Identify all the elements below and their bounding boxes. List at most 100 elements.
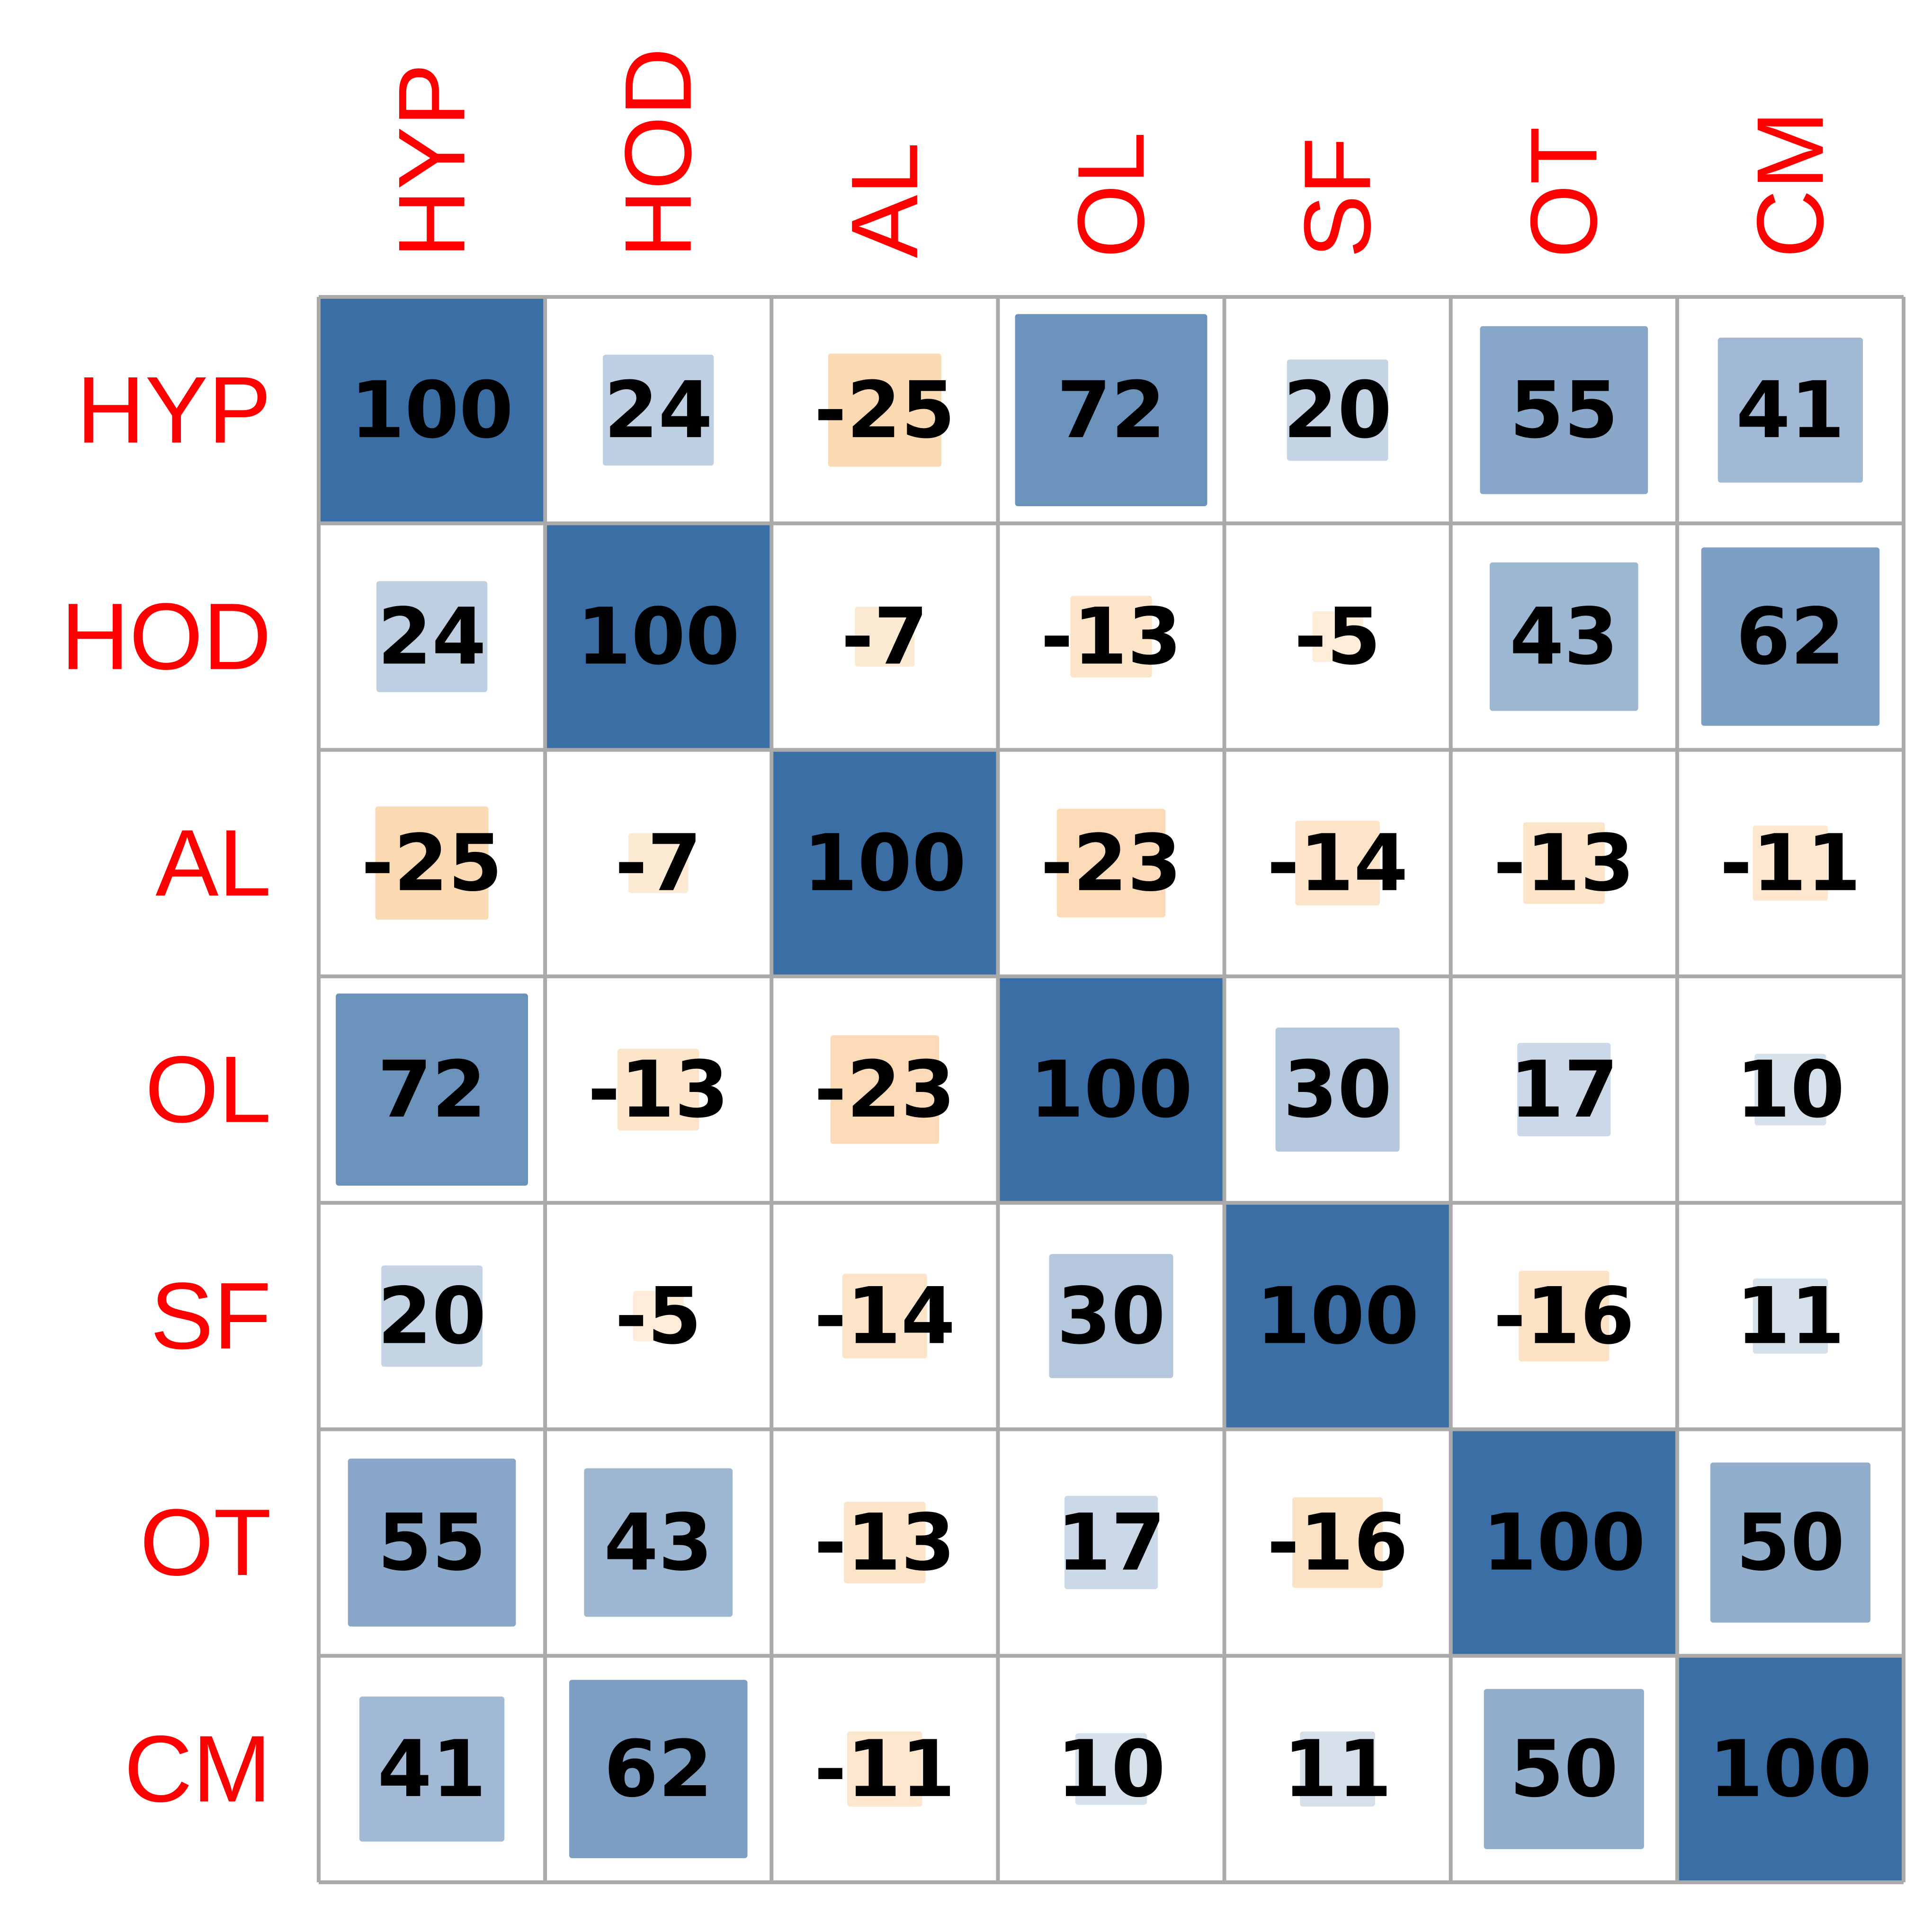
cell-value-al-al: 100 xyxy=(803,818,966,909)
cell-square-al-cm xyxy=(1753,825,1828,901)
cell-square-ol-hyp xyxy=(336,993,528,1186)
heatmap-grid xyxy=(317,295,1905,1884)
cell-square-hod-ot xyxy=(1489,562,1638,711)
column-label-hyp: HYP xyxy=(379,63,485,258)
cell-square-cm-ol xyxy=(1075,1733,1147,1805)
row-labels: HYP HOD AL OL SF OT CM xyxy=(61,358,271,1822)
cell-value-hod-al: -7 xyxy=(841,591,928,682)
cell-square-sf-ol xyxy=(1049,1254,1173,1378)
cell-square-hyp-ot xyxy=(1480,326,1648,494)
cell-value-cm-al: -11 xyxy=(814,1724,955,1815)
cell-value-al-sf: -14 xyxy=(1267,818,1408,909)
cell-value-cm-ot: 50 xyxy=(1510,1724,1619,1815)
cell-value-ol-al: -23 xyxy=(814,1044,955,1135)
cell-value-ot-cm: 50 xyxy=(1736,1497,1845,1588)
cell-value-sf-sf: 100 xyxy=(1256,1270,1419,1361)
column-label-cm: CM xyxy=(1737,111,1843,258)
cell-square-hyp-hod xyxy=(603,354,714,466)
cell-square-ot-ol xyxy=(1064,1495,1158,1590)
cell-square-ot-hod xyxy=(584,1468,733,1617)
cell-square-hyp-ol xyxy=(1015,314,1208,507)
cell-square-ol-ol xyxy=(998,976,1225,1203)
cell-value-al-hod: -7 xyxy=(615,818,702,909)
cell-value-hyp-ot: 55 xyxy=(1510,365,1619,456)
cell-square-sf-hod xyxy=(633,1290,684,1342)
cell-value-sf-hyp: 20 xyxy=(377,1270,486,1361)
cell-value-sf-ol: 30 xyxy=(1057,1270,1166,1361)
cell-value-cm-cm: 100 xyxy=(1709,1724,1872,1815)
cell-value-cm-hod: 62 xyxy=(604,1724,713,1815)
cell-value-ol-hyp: 72 xyxy=(377,1044,486,1135)
cell-square-hod-hyp xyxy=(376,581,488,692)
cell-square-cm-hod xyxy=(569,1680,748,1859)
cell-value-hod-ol: -13 xyxy=(1040,591,1181,682)
column-label-ol: OL xyxy=(1058,132,1164,258)
cell-square-cm-al xyxy=(847,1731,922,1807)
cell-value-hod-sf: -5 xyxy=(1294,591,1381,682)
cell-value-al-hyp: -25 xyxy=(361,818,502,909)
cell-value-hyp-ol: 72 xyxy=(1057,365,1166,456)
cell-square-ot-al xyxy=(844,1502,926,1583)
row-label-ot: OT xyxy=(140,1490,271,1595)
cell-square-sf-hyp xyxy=(381,1265,483,1367)
cell-value-al-cm: -11 xyxy=(1720,818,1861,909)
cell-square-ot-cm xyxy=(1710,1462,1871,1623)
cell-square-al-al xyxy=(771,750,998,976)
cell-square-al-ot xyxy=(1523,822,1605,904)
column-label-al: AL xyxy=(832,142,938,258)
cell-value-ot-al: -13 xyxy=(814,1497,955,1588)
cell-square-cm-sf xyxy=(1300,1731,1375,1807)
column-label-sf: SF xyxy=(1285,137,1390,258)
cell-square-al-ol xyxy=(1056,809,1166,918)
column-label-hod: HOD xyxy=(606,48,711,258)
row-label-cm: CM xyxy=(124,1716,271,1822)
cell-value-hod-cm: 62 xyxy=(1736,591,1845,682)
cell-value-cm-hyp: 41 xyxy=(377,1724,486,1815)
cell-square-ol-sf xyxy=(1275,1028,1400,1152)
row-label-al: AL xyxy=(155,810,271,916)
cell-value-ot-hod: 43 xyxy=(604,1497,713,1588)
cell-square-al-hyp xyxy=(375,806,489,920)
cell-value-hod-hod: 100 xyxy=(577,591,740,682)
column-labels: HYP HOD AL OL SF OT CM xyxy=(379,48,1843,258)
cell-value-cm-sf: 11 xyxy=(1283,1724,1392,1815)
cell-square-hyp-cm xyxy=(1717,338,1863,483)
cell-value-hyp-al: -25 xyxy=(814,365,955,456)
cell-value-ot-hyp: 55 xyxy=(377,1497,486,1588)
cell-square-hyp-hyp xyxy=(318,297,546,524)
cell-value-ol-cm: 10 xyxy=(1736,1044,1845,1135)
cell-square-ot-sf xyxy=(1292,1497,1383,1588)
cell-square-hyp-al xyxy=(828,353,941,467)
column-label-ot: OT xyxy=(1511,126,1617,258)
row-label-hyp: HYP xyxy=(77,358,271,463)
cell-value-hod-hyp: 24 xyxy=(377,591,486,682)
cell-value-ol-sf: 30 xyxy=(1283,1044,1392,1135)
heatmap-squares xyxy=(318,297,1904,1882)
cell-square-al-sf xyxy=(1295,821,1380,906)
cell-square-ol-hod xyxy=(617,1048,699,1131)
cell-square-hod-hod xyxy=(545,523,772,750)
heatmap-values: 100 24 -25 72 20 55 41 24 100 -7 -13 -5 43 62 -25 -7 100… xyxy=(350,365,1872,1815)
cell-value-ot-ot: 100 xyxy=(1483,1497,1646,1588)
cell-value-sf-ot: -16 xyxy=(1494,1270,1635,1361)
cell-value-ot-sf: -16 xyxy=(1267,1497,1408,1588)
cell-value-ol-ol: 100 xyxy=(1029,1044,1192,1135)
cell-square-ol-ot xyxy=(1517,1043,1611,1136)
row-label-ol: OL xyxy=(145,1037,271,1143)
cell-square-al-hod xyxy=(628,833,689,893)
cell-value-al-ot: -13 xyxy=(1494,818,1635,909)
row-label-sf: SF xyxy=(150,1263,271,1369)
cell-square-sf-cm xyxy=(1753,1278,1828,1354)
cell-square-ol-cm xyxy=(1754,1054,1826,1126)
cell-square-hod-al xyxy=(855,607,915,667)
cell-square-ot-hyp xyxy=(348,1458,516,1627)
cell-value-hyp-hod: 24 xyxy=(604,365,713,456)
cell-value-sf-hod: -5 xyxy=(615,1270,702,1361)
cell-value-ol-hod: -13 xyxy=(588,1044,729,1135)
cell-square-hyp-sf xyxy=(1287,359,1388,461)
cell-value-cm-ol: 10 xyxy=(1057,1724,1166,1815)
cell-square-cm-ot xyxy=(1484,1689,1644,1849)
cell-square-cm-cm xyxy=(1677,1655,1904,1882)
cell-value-sf-al: -14 xyxy=(814,1270,955,1361)
